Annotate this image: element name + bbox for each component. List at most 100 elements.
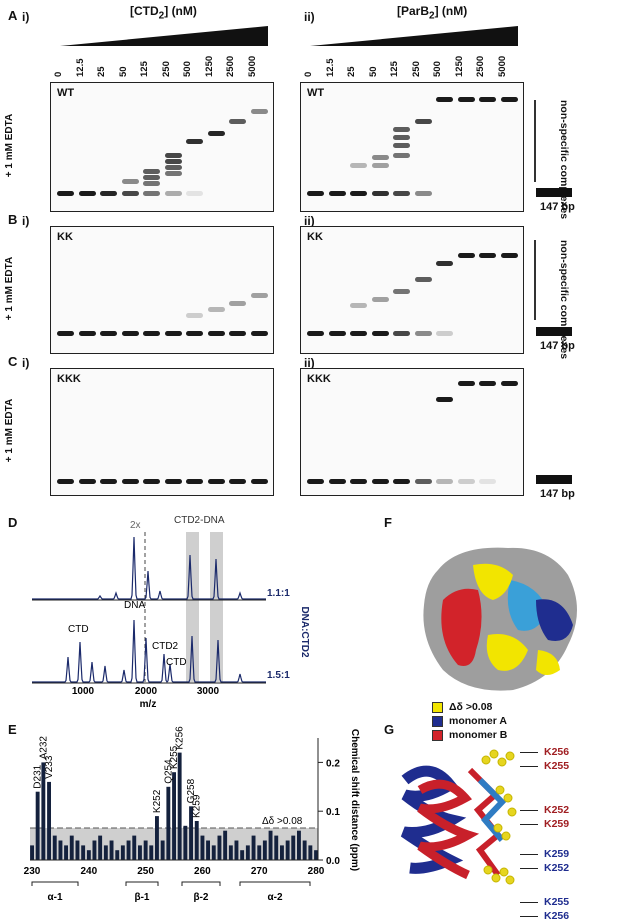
bar [280,845,284,860]
bar [30,845,34,860]
gel-band [164,153,182,158]
bar [228,845,233,860]
gel-b-i: KK [50,226,274,354]
gel-band [436,331,453,336]
x-axis-label: m/z [140,699,157,710]
xtick-3000: 3000 [197,686,220,697]
bp-marker-a [536,188,572,197]
gel-band [78,331,96,336]
residue-label: A232 [38,736,49,760]
gel-band [207,131,225,136]
ribbon-strands-a [477,777,507,842]
residue-label: K252 [152,789,163,813]
gel-band [250,479,268,484]
bar [211,845,216,860]
bar [47,781,51,860]
gel-band [393,331,410,336]
panel-c-ii-label: ii) [304,356,315,370]
gel-c-i: KKK [50,368,274,496]
gel-band [436,97,453,102]
edta-label-b: + 1 mM EDTA [4,256,16,321]
residue-label: K256 [544,910,570,922]
panel-d-letter: D [8,515,18,530]
panel-b-letter: B [8,212,18,227]
gel-band [414,479,432,484]
gel-band [393,479,410,484]
residue-label: K256 [175,726,186,750]
gel-band [57,479,74,484]
bp-label-c: 147 bp [540,488,575,500]
gel-band [414,191,432,196]
bp-marker-b [536,327,572,336]
bar [126,840,131,860]
alpha2-bracket [239,881,311,886]
gel-band [371,479,389,484]
lane-concentration: 0 [303,71,314,77]
gel-band [186,313,203,318]
residue-label: K255 [169,745,180,769]
gel-band [121,179,139,184]
bar [314,850,318,860]
bar [234,840,239,860]
dna-peak-label: DNA [124,600,145,611]
gel-band [143,169,160,174]
gel-band [229,301,246,306]
bar [109,840,114,860]
ratio-top: 1.1:1 [267,588,290,599]
gel-band [414,119,432,124]
gel-band [164,159,182,164]
gel-band [186,331,203,336]
bar [120,845,125,860]
ctd2-peak-label: CTD2 [152,641,179,652]
gel-band [457,381,475,386]
residue-label: V233 [44,755,55,779]
bar [308,845,313,860]
legend-label: Δδ >0.08 [449,701,493,713]
bar [143,840,148,860]
lysine-sidechains [481,749,517,885]
gel-label: KKK [57,373,81,385]
lane-concentration: 1250 [453,55,465,77]
legend-swatch [432,701,443,713]
gel-band [229,331,246,336]
lane-concentration: 2500 [225,55,236,77]
surface-structure [423,547,577,691]
gel-band [479,381,496,386]
legend-swatch [432,729,443,741]
gel-band [328,331,346,336]
y-ticks: 0.0 0.1 0.2 [318,758,340,867]
residue-label: G258 [186,778,197,803]
gel-band [393,127,410,132]
spectrum-bottom [32,619,266,683]
gel-band [414,277,432,282]
lane-concentration: 1250 [203,55,215,77]
gel-band [250,109,268,114]
bar [302,840,307,860]
lane-concentration: 25 [96,66,107,77]
y-tick-label: 0.0 [326,856,340,867]
residue-leader [520,824,538,825]
spectrum-top [32,536,266,600]
bp-label-b: 147 bp [540,340,575,352]
bp-label-a: 147 bp [540,201,575,213]
gel-label: KK [57,231,73,243]
lane-concentration: 5000 [246,55,258,77]
gel-band [164,191,182,196]
bar [52,835,57,860]
nonspecific-bracket-b [534,240,536,320]
gel-a-i: WT [50,82,274,212]
gel-band [307,331,324,336]
bar [285,840,290,860]
bar [138,845,142,860]
legend-label: monomer A [449,715,507,727]
surface-shifted [473,563,560,675]
bar [98,835,103,860]
gel-band [436,479,453,484]
gel-band [121,191,139,196]
gel-band [121,331,139,336]
alpha1-label: α-1 [47,892,62,903]
gel-band [500,253,518,258]
panel-b-ii-label: ii) [304,214,315,228]
bar [132,835,137,860]
lane-concentration: 50 [367,66,379,77]
